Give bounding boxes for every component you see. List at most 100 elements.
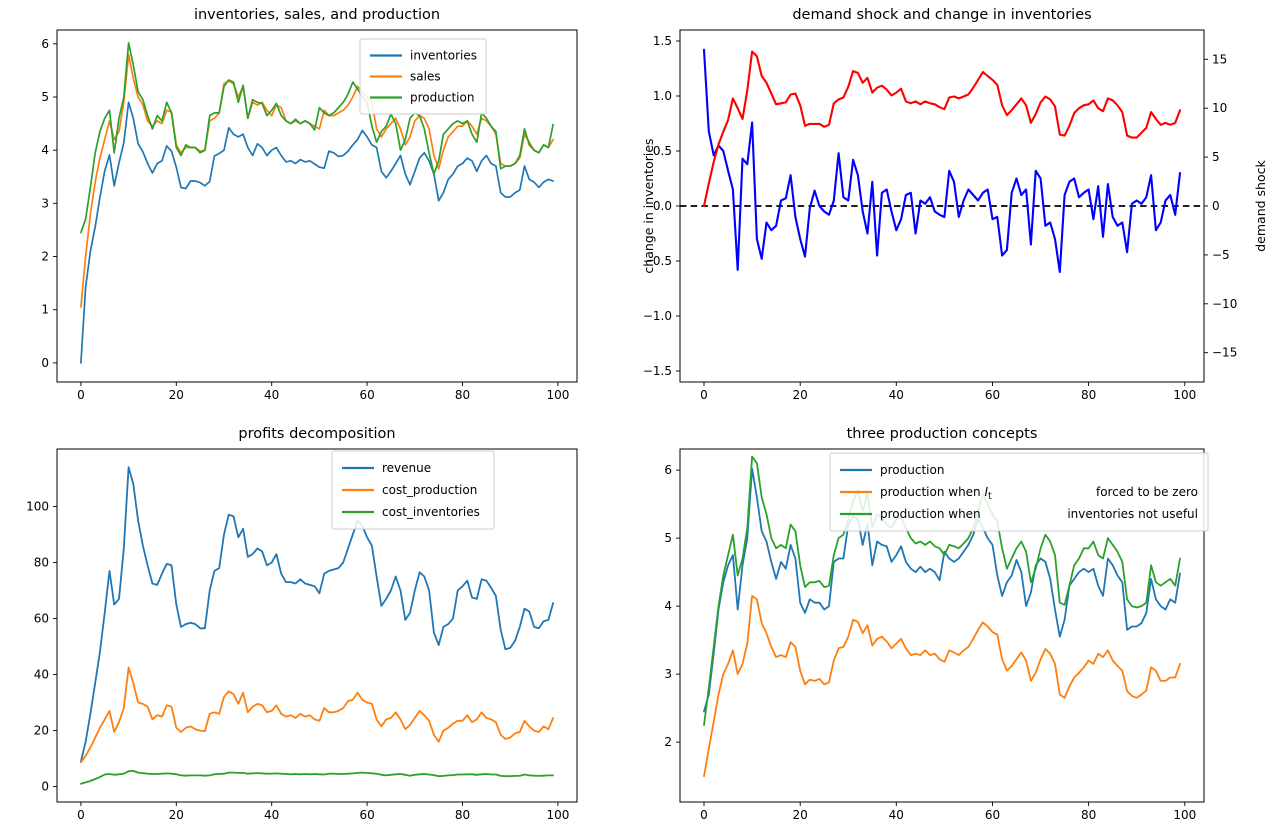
series-line-cost-inventories bbox=[80, 770, 554, 785]
axes-frame bbox=[56, 29, 578, 383]
x-tick-label: 80 bbox=[455, 808, 470, 822]
y-tick-label: 6 bbox=[664, 463, 672, 477]
panel-three-production-concepts: three production concepts 0 20 40 60 80 100 2 3 4… bbox=[638, 417, 1277, 834]
y-tick-label: 4 bbox=[664, 599, 672, 613]
series-line-production bbox=[80, 41, 554, 234]
y-tick-label: −0.5 bbox=[643, 254, 672, 268]
profits-decomposition-chart: profits decomposition 0 20 40 60 80 100 0 20 40 60… bbox=[26, 426, 578, 822]
y-tick-label: 1 bbox=[41, 303, 49, 317]
series-line-production-when-inventories-not-useful bbox=[703, 455, 1181, 726]
y-tick-label: 5 bbox=[41, 90, 49, 104]
legend-label: production bbox=[880, 463, 944, 477]
y-tick-label: 40 bbox=[34, 668, 49, 682]
y-tick-label: 2 bbox=[41, 250, 49, 264]
x-tick-label: 80 bbox=[1081, 388, 1096, 402]
y-tick-label: −1.5 bbox=[643, 364, 672, 378]
legend-label: production bbox=[410, 91, 474, 105]
y-tick-label: 100 bbox=[26, 499, 49, 513]
x-tick-label: 60 bbox=[359, 388, 374, 402]
chart-title: inventories, sales, and production bbox=[194, 7, 440, 23]
legend: inventories sales production bbox=[359, 38, 487, 115]
right-y-tick-label: −15 bbox=[1212, 346, 1237, 360]
demand-shock-change-in-inventories-chart: demand shock and change in inventories 0 2… bbox=[641, 7, 1268, 402]
y-tick-label: 2 bbox=[664, 735, 672, 749]
x-tick-label: 60 bbox=[985, 388, 1000, 402]
y-tick-label: 60 bbox=[34, 612, 49, 626]
x-tick-label: 0 bbox=[700, 388, 708, 402]
x-tick-label: 0 bbox=[77, 808, 85, 822]
x-tick-label: 40 bbox=[264, 808, 279, 822]
right-y-tick-label: 0 bbox=[1212, 199, 1220, 213]
y-tick-label: 0 bbox=[41, 780, 49, 794]
series-line-cost-production bbox=[80, 666, 554, 764]
legend: revenue cost_production cost_inventories bbox=[331, 450, 495, 530]
y-tick-label: 4 bbox=[41, 143, 49, 157]
y-tick-label: 3 bbox=[41, 196, 49, 210]
panel-profits-decomposition: profits decomposition 0 20 40 60 80 100 0 20 40 60… bbox=[0, 417, 638, 834]
legend-box bbox=[331, 450, 495, 530]
x-tick-label: 20 bbox=[793, 388, 808, 402]
x-tick-label: 80 bbox=[1081, 808, 1096, 822]
series-line-production-when-i-t-forced-to-be-zero bbox=[703, 595, 1181, 778]
series-line-sales bbox=[80, 53, 554, 308]
legend-label: production when It bbox=[880, 485, 992, 502]
x-tick-label: 40 bbox=[889, 808, 904, 822]
panel-demand-shock-change-in-inventories: demand shock and change in inventories 0 2… bbox=[638, 0, 1277, 417]
left-axis-label: change in inventories bbox=[641, 138, 656, 273]
right-y-tick-label: 10 bbox=[1212, 101, 1227, 115]
x-tick-label: 60 bbox=[359, 808, 374, 822]
legend-label: cost_inventories bbox=[382, 505, 480, 519]
right-y-tick-label: 15 bbox=[1212, 52, 1227, 66]
legend: production production when It forced to be… bbox=[829, 452, 1209, 532]
legend-label: revenue bbox=[382, 461, 431, 475]
x-tick-label: 40 bbox=[264, 388, 279, 402]
legend-box bbox=[829, 452, 1209, 532]
chart-title: profits decomposition bbox=[238, 426, 395, 442]
series-line-inventories bbox=[80, 101, 554, 364]
legend-label: sales bbox=[410, 70, 441, 84]
right-y-tick-label: −5 bbox=[1212, 248, 1230, 262]
x-tick-label: 40 bbox=[889, 388, 904, 402]
chart-title: three production concepts bbox=[847, 426, 1038, 442]
series-line-change-in-inventories bbox=[702, 48, 1182, 274]
x-tick-label: 100 bbox=[546, 808, 569, 822]
x-tick-label: 100 bbox=[1173, 808, 1196, 822]
x-tick-label: 0 bbox=[700, 808, 708, 822]
panel-inventories-sales-production: inventories, sales, and production 0 20 40 6… bbox=[0, 0, 638, 417]
chart-title: demand shock and change in inventories bbox=[792, 7, 1091, 23]
axes-frame bbox=[56, 448, 578, 803]
x-tick-label: 20 bbox=[169, 388, 184, 402]
series-line-production bbox=[703, 467, 1181, 713]
x-tick-label: 100 bbox=[546, 388, 569, 402]
y-tick-label: 3 bbox=[664, 667, 672, 681]
y-tick-label: 20 bbox=[34, 724, 49, 738]
three-production-concepts-chart: three production concepts 0 20 40 60 80 100 2 3 4… bbox=[664, 426, 1209, 822]
y-tick-label: 6 bbox=[41, 37, 49, 51]
y-tick-label: 1.0 bbox=[653, 89, 672, 103]
y-tick-label: 0.0 bbox=[653, 199, 672, 213]
y-tick-label: 0 bbox=[41, 356, 49, 370]
x-tick-label: 20 bbox=[793, 808, 808, 822]
y-tick-label: 80 bbox=[34, 556, 49, 570]
legend-label: production when bbox=[880, 507, 981, 521]
right-axis-label: demand shock bbox=[1253, 160, 1268, 252]
legend-label-col2: inventories not useful bbox=[1067, 507, 1198, 521]
x-tick-label: 60 bbox=[985, 808, 1000, 822]
legend-box bbox=[359, 38, 487, 115]
right-y-tick-label: −10 bbox=[1212, 297, 1237, 311]
legend-label: inventories bbox=[410, 49, 477, 63]
right-y-tick-label: 5 bbox=[1212, 150, 1220, 164]
x-tick-label: 100 bbox=[1173, 388, 1196, 402]
axes-frame bbox=[679, 448, 1205, 803]
x-tick-label: 0 bbox=[77, 388, 85, 402]
legend-label: cost_production bbox=[382, 483, 477, 497]
legend-label-col2: forced to be zero bbox=[1096, 485, 1198, 499]
x-tick-label: 80 bbox=[455, 388, 470, 402]
y-tick-label: −1.0 bbox=[643, 309, 672, 323]
series-line-revenue bbox=[80, 466, 554, 763]
series-line-demand-shock bbox=[702, 50, 1182, 208]
x-tick-label: 20 bbox=[169, 808, 184, 822]
y-tick-label: 0.5 bbox=[653, 144, 672, 158]
